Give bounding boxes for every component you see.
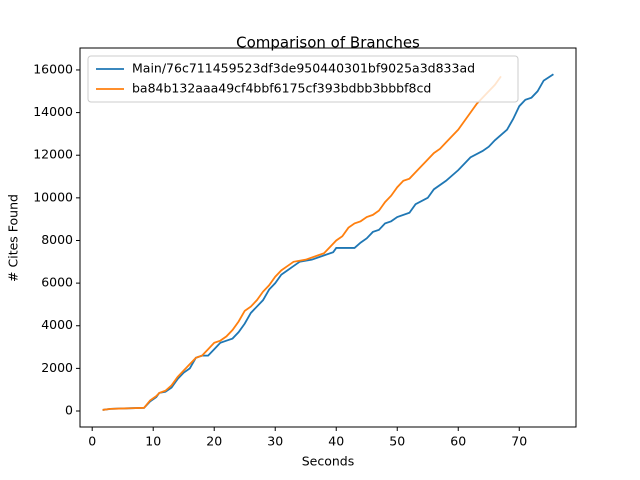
y-axis-label: # Cites Found	[6, 194, 21, 282]
y-tick-label: 2000	[41, 360, 73, 375]
y-tick-label: 8000	[41, 232, 73, 247]
y-tick-label: 16000	[33, 61, 73, 76]
series-line	[102, 73, 554, 411]
y-tick-label: 12000	[33, 147, 73, 162]
y-tick-label: 14000	[33, 104, 73, 119]
y-tick-label: 0	[65, 403, 73, 418]
x-tick-label: 60	[450, 434, 466, 449]
x-tick-label: 40	[328, 434, 344, 449]
x-tick-label: 10	[145, 434, 161, 449]
legend-box	[87, 55, 519, 103]
chart-title: Comparison of Branches	[236, 34, 420, 52]
x-tick-label: 0	[88, 434, 96, 449]
x-tick-label: 70	[511, 434, 527, 449]
x-tick-label: 30	[267, 434, 283, 449]
legend-label: Main/76c711459523df3de950440301bf9025a3d…	[132, 61, 475, 76]
legend-label: ba84b132aaa49cf4bbf6175cf393bdbb3bbbf8cd	[132, 81, 431, 96]
y-tick-label: 10000	[33, 189, 73, 204]
x-axis-label: Seconds	[302, 454, 355, 469]
y-tick-label: 4000	[41, 317, 73, 332]
y-tick-label: 6000	[41, 275, 73, 290]
x-tick-label: 20	[206, 434, 222, 449]
plot-frame	[79, 47, 577, 428]
x-tick-label: 50	[389, 434, 405, 449]
series-line	[102, 75, 502, 411]
